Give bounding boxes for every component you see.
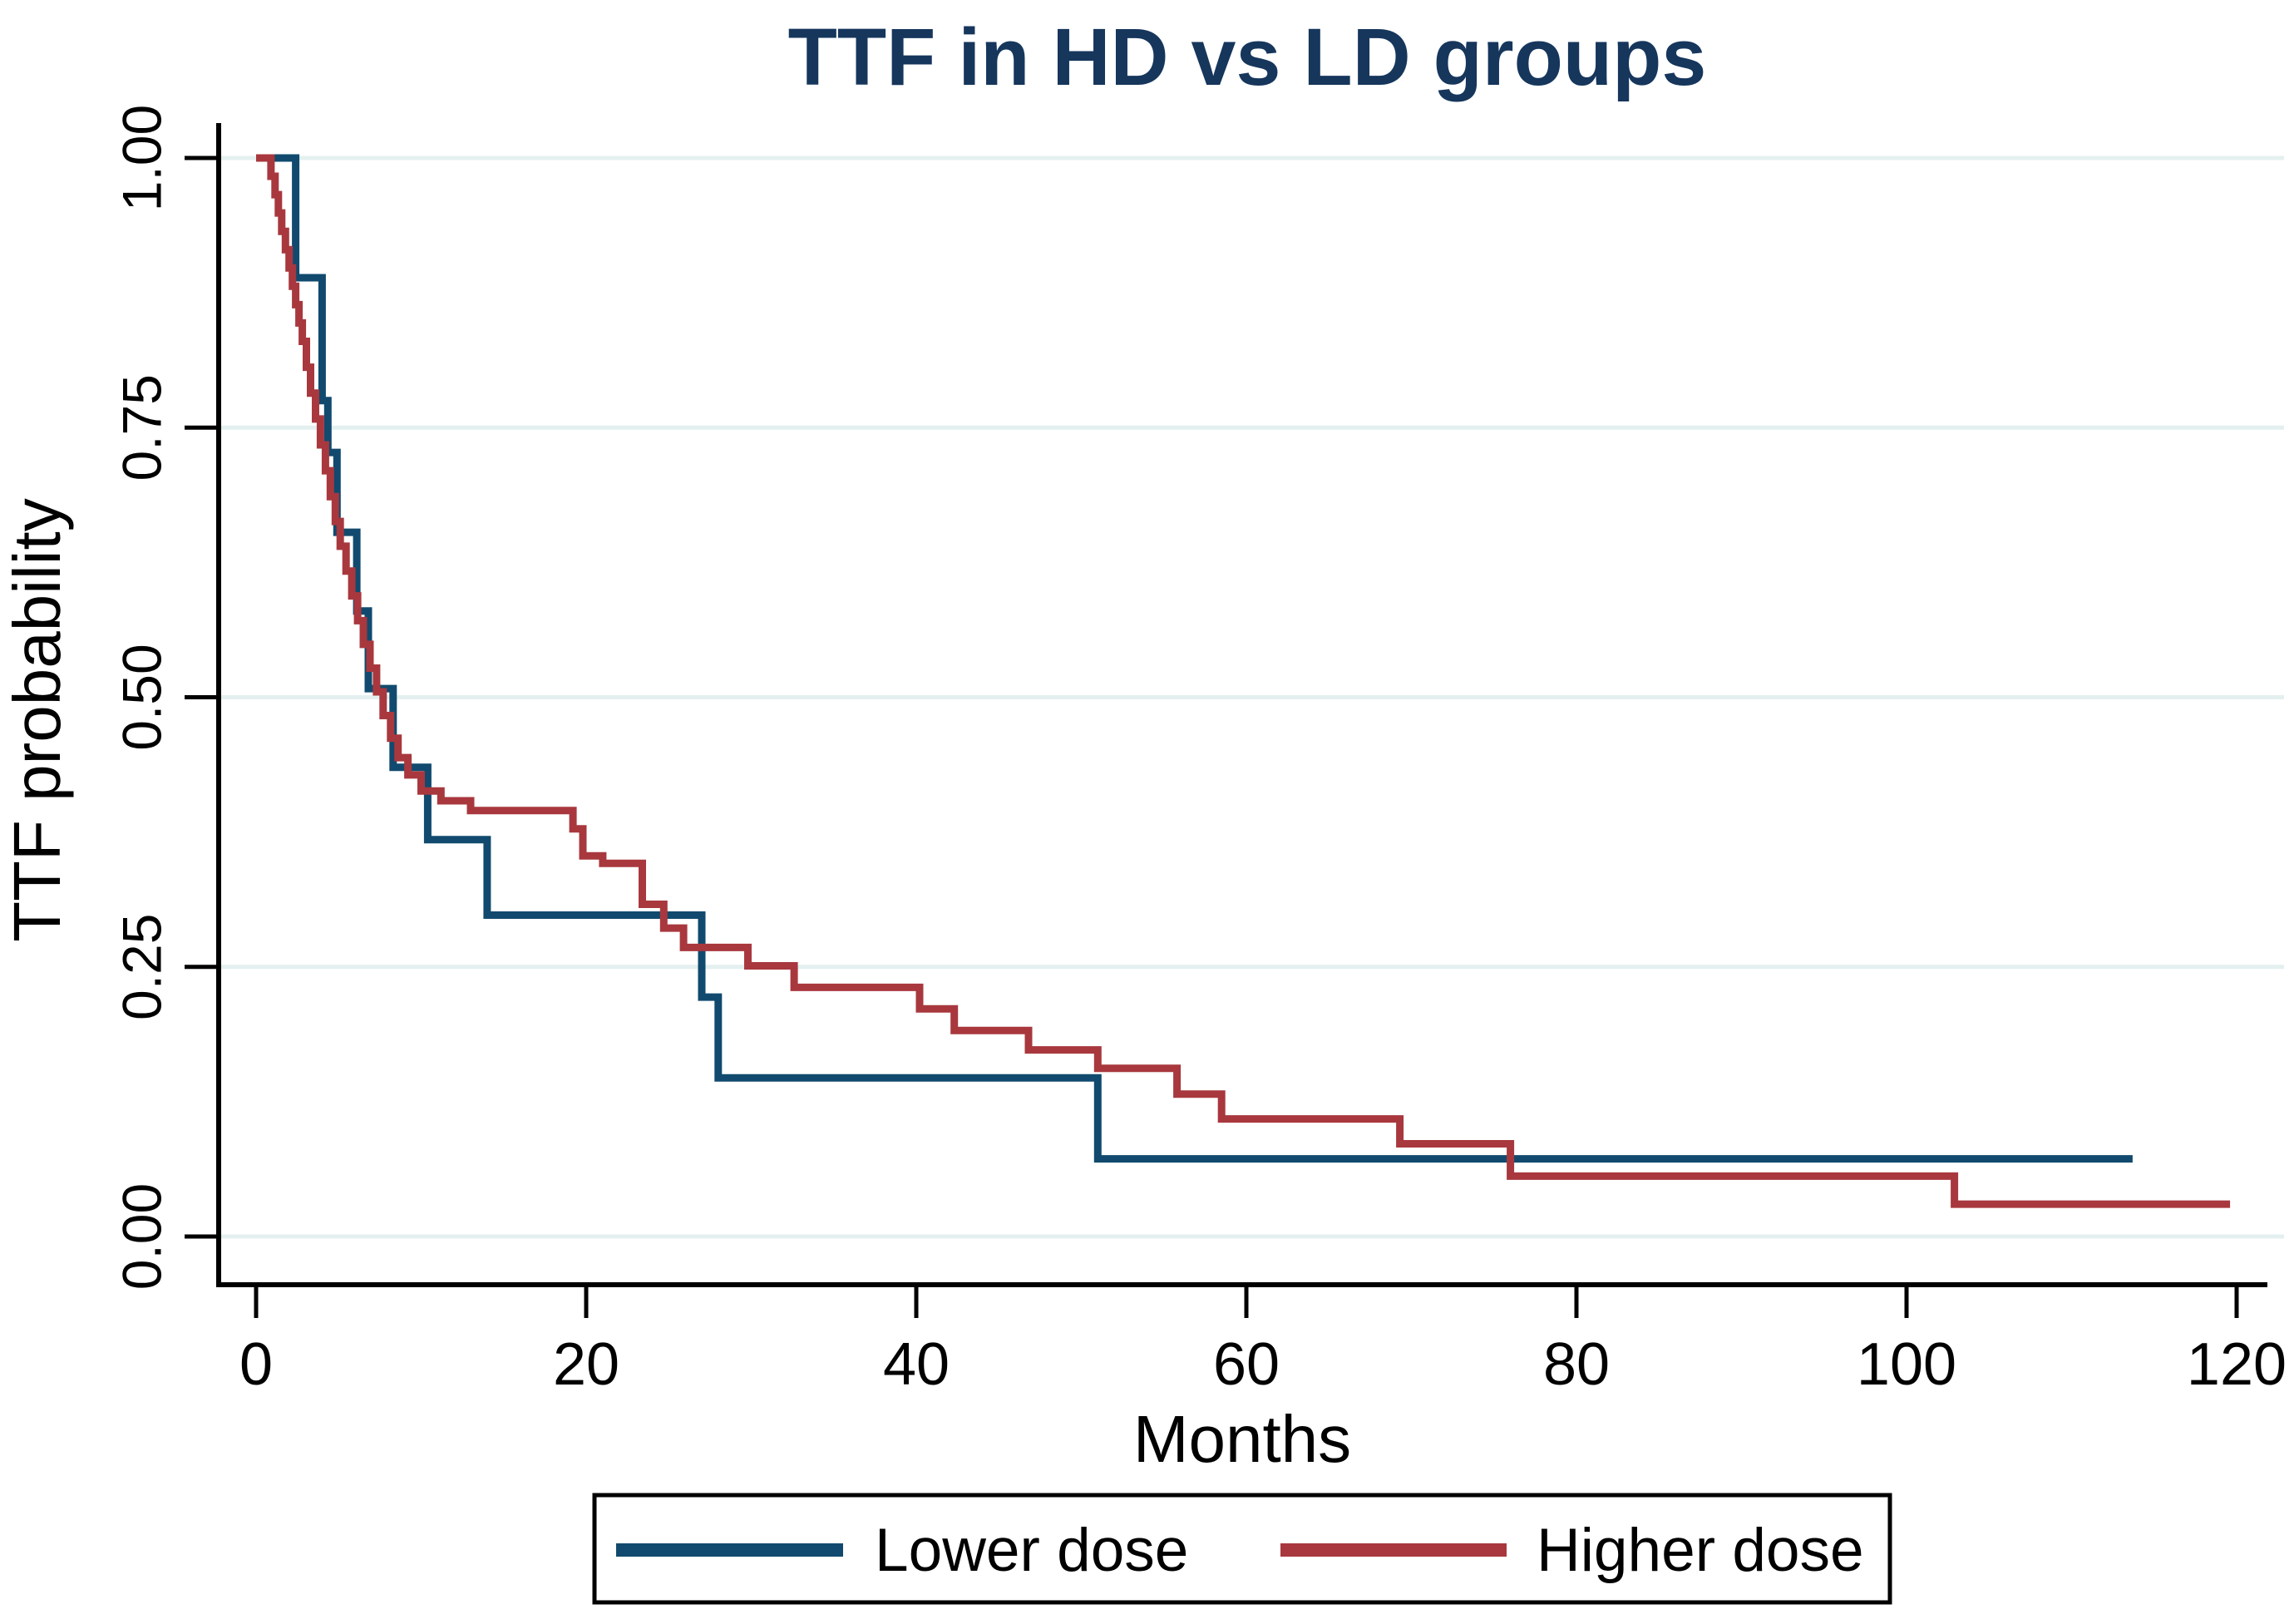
x-tick-label-0: 0: [239, 1331, 273, 1398]
x-tick-label-120: 120: [2187, 1331, 2287, 1398]
legend-label-lower-dose: Lower dose: [875, 1517, 1188, 1584]
axes-and-ticks: 0.00 0.25 0.50 0.75 1.00 0 20 40 60 80 100 120: [111, 105, 2287, 1398]
x-tick-label-80: 80: [1543, 1331, 1610, 1398]
km-curve-lower-dose: [256, 154, 2133, 1163]
km-curve-higher-dose: [256, 154, 2231, 1208]
y-tick-label-0.75: 0.75: [111, 374, 172, 481]
y-tick-label-1.00: 1.00: [111, 105, 172, 211]
y-tick-label-0.00: 0.00: [111, 1183, 172, 1290]
legend-label-higher-dose: Higher dose: [1537, 1517, 1864, 1584]
y-tick-label-0.50: 0.50: [111, 644, 172, 750]
x-tick-label-60: 60: [1213, 1331, 1280, 1398]
x-tick-label-20: 20: [553, 1331, 619, 1398]
x-tick-label-40: 40: [883, 1331, 950, 1398]
gridlines: [219, 155, 2284, 1239]
y-axis-title: TTF probability: [0, 498, 74, 941]
km-curves: [256, 154, 2231, 1208]
legend: Lower dose Higher dose: [592, 1493, 1892, 1605]
chart-title: TTF in HD vs LD groups: [788, 12, 1707, 102]
x-tick-label-100: 100: [1857, 1331, 1956, 1398]
y-tick-label-0.25: 0.25: [111, 914, 172, 1020]
x-axis-title: Months: [1133, 1402, 1351, 1476]
